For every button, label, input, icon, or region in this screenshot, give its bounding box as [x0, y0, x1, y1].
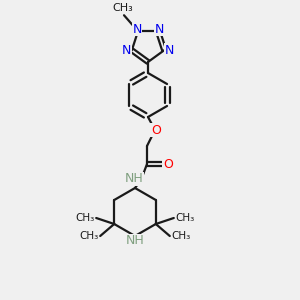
Text: CH₃: CH₃ — [80, 231, 99, 241]
Text: N: N — [132, 23, 142, 36]
Text: CH₃: CH₃ — [112, 3, 134, 13]
Text: N: N — [122, 44, 131, 57]
Text: N: N — [164, 44, 174, 57]
Text: O: O — [163, 158, 173, 170]
Text: NH: NH — [126, 235, 144, 248]
Text: CH₃: CH₃ — [76, 213, 95, 223]
Text: O: O — [151, 124, 161, 136]
Text: N: N — [154, 23, 164, 36]
Text: NH: NH — [124, 172, 143, 185]
Text: CH₃: CH₃ — [175, 213, 194, 223]
Text: CH₃: CH₃ — [171, 231, 190, 241]
